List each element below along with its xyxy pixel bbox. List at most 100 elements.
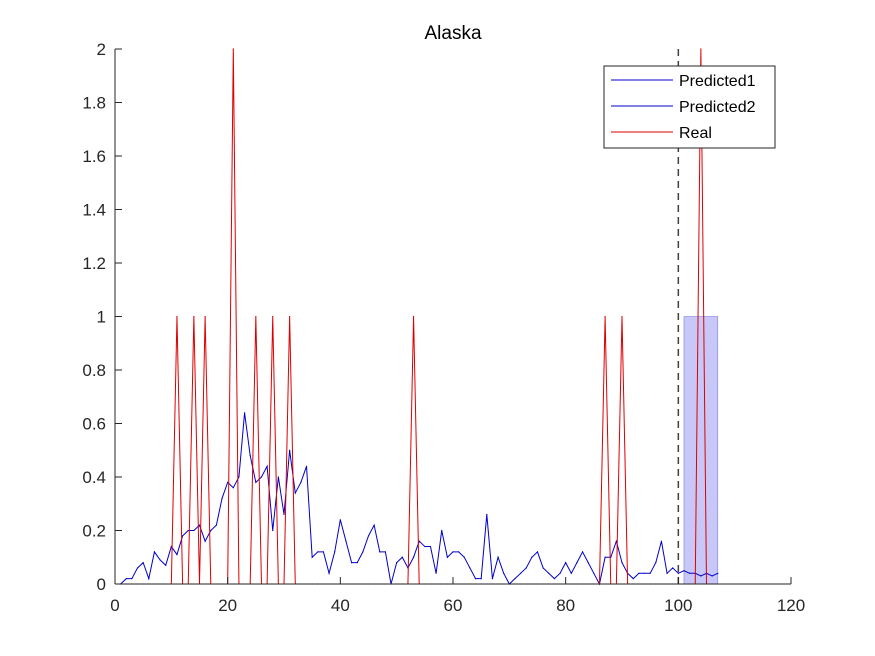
data-point-predicted1 (587, 562, 589, 564)
data-point-predicted1 (418, 540, 420, 542)
data-point-predicted2 (700, 575, 702, 577)
data-point-predicted1 (294, 492, 296, 494)
data-point-predicted1 (474, 578, 477, 580)
data-point-real (232, 48, 234, 50)
data-point-predicted1 (666, 572, 668, 574)
data-point-predicted1 (458, 551, 460, 553)
y-tick-label: 2 (97, 40, 106, 59)
data-point-predicted1 (480, 578, 482, 580)
series-line-predicted1 (120, 412, 679, 586)
data-point-predicted1 (655, 562, 657, 564)
data-point-predicted2 (677, 572, 679, 574)
legend-label-real: Real (679, 125, 712, 142)
data-point-predicted1 (649, 572, 651, 574)
data-point-predicted1 (593, 572, 595, 574)
data-point-predicted1 (384, 551, 386, 553)
data-point-predicted1 (193, 529, 195, 532)
data-point-predicted1 (621, 562, 623, 564)
legend: Predicted1 Predicted2 Real (603, 65, 776, 149)
data-point-real (255, 315, 257, 318)
data-point-predicted1 (351, 562, 353, 564)
data-point-predicted1 (182, 535, 184, 537)
data-point-real (176, 315, 178, 318)
data-point-real (621, 315, 623, 318)
data-point-predicted1 (187, 529, 189, 532)
x-tick-label: 60 (444, 596, 463, 615)
data-point-predicted1 (328, 572, 330, 574)
data-point-predicted1 (125, 578, 127, 580)
data-point-predicted1 (210, 529, 212, 532)
data-point-predicted1 (317, 551, 319, 553)
data-point-predicted1 (339, 519, 341, 521)
data-point-predicted1 (536, 551, 539, 553)
ticks-layer: 0 20 40 60 80 100 120 0 0.2 0.4 0.6 0.8 1 1.2 1.4 1.6 1.… (82, 40, 805, 615)
band-layer (683, 316, 719, 585)
data-point-predicted1 (373, 524, 375, 526)
data-point-predicted1 (232, 487, 234, 489)
data-point-predicted1 (581, 551, 584, 553)
data-point-predicted1 (412, 556, 415, 558)
data-point-predicted1 (469, 567, 471, 569)
data-point-predicted1 (238, 476, 240, 478)
data-point-predicted1 (570, 572, 572, 574)
data-point-predicted1 (283, 513, 285, 516)
data-point-predicted1 (260, 476, 263, 478)
data-point-predicted1 (497, 556, 499, 558)
data-point-predicted2 (717, 572, 719, 574)
data-point-predicted1 (142, 562, 144, 564)
data-point-predicted1 (227, 481, 229, 483)
chart-title: Alaska (424, 23, 481, 44)
data-point-predicted1 (249, 455, 251, 457)
data-point-predicted1 (660, 540, 663, 542)
data-point-real (193, 315, 195, 318)
data-point-predicted1 (401, 556, 403, 558)
data-point-predicted1 (559, 572, 561, 574)
data-point-predicted1 (542, 567, 544, 569)
data-point-predicted1 (176, 553, 178, 556)
data-point-predicted1 (514, 578, 516, 580)
data-point-predicted1 (367, 535, 370, 537)
data-point-predicted2 (689, 572, 691, 574)
data-point-predicted1 (334, 551, 336, 553)
data-point-predicted1 (148, 578, 150, 580)
data-point-predicted1 (345, 540, 347, 542)
data-point-predicted1 (503, 572, 505, 574)
y-tick-label: 0.2 (82, 522, 106, 541)
data-point-predicted1 (255, 481, 257, 483)
y-tick-label: 1.4 (82, 201, 106, 220)
data-point-predicted1 (565, 562, 567, 564)
data-point-predicted1 (311, 556, 313, 558)
data-point-predicted1 (520, 572, 522, 574)
data-point-real (412, 315, 415, 318)
data-point-predicted1 (491, 578, 494, 580)
data-point-predicted1 (159, 559, 161, 561)
data-point-predicted1 (322, 551, 325, 553)
data-point-predicted1 (486, 513, 488, 516)
y-tick-label: 0.4 (82, 468, 106, 487)
data-point-predicted1 (356, 562, 358, 564)
data-point-predicted1 (463, 556, 465, 558)
x-tick-label: 120 (777, 596, 805, 615)
data-point-predicted2 (683, 570, 685, 572)
data-point-predicted1 (266, 465, 268, 467)
series-line-predicted2 (678, 570, 718, 577)
data-point-real (204, 315, 206, 318)
legend-label-predicted1: Predicted1 (679, 73, 756, 90)
data-point-predicted1 (604, 556, 606, 558)
y-tick-label: 0.6 (82, 415, 106, 434)
data-point-predicted1 (525, 567, 527, 569)
x-tick-label: 20 (218, 596, 237, 615)
data-point-predicted1 (272, 529, 274, 532)
x-tick-label: 80 (556, 596, 575, 615)
data-point-predicted1 (435, 572, 437, 574)
data-point-real (289, 315, 291, 318)
data-point-predicted1 (615, 540, 617, 542)
x-tick-label: 100 (664, 596, 692, 615)
data-point-predicted1 (446, 556, 448, 558)
data-point-predicted1 (531, 556, 533, 558)
data-point-predicted1 (429, 545, 432, 548)
data-point-predicted1 (672, 567, 674, 569)
y-tick-label: 1.6 (82, 147, 106, 166)
x-tick-label: 40 (331, 596, 350, 615)
